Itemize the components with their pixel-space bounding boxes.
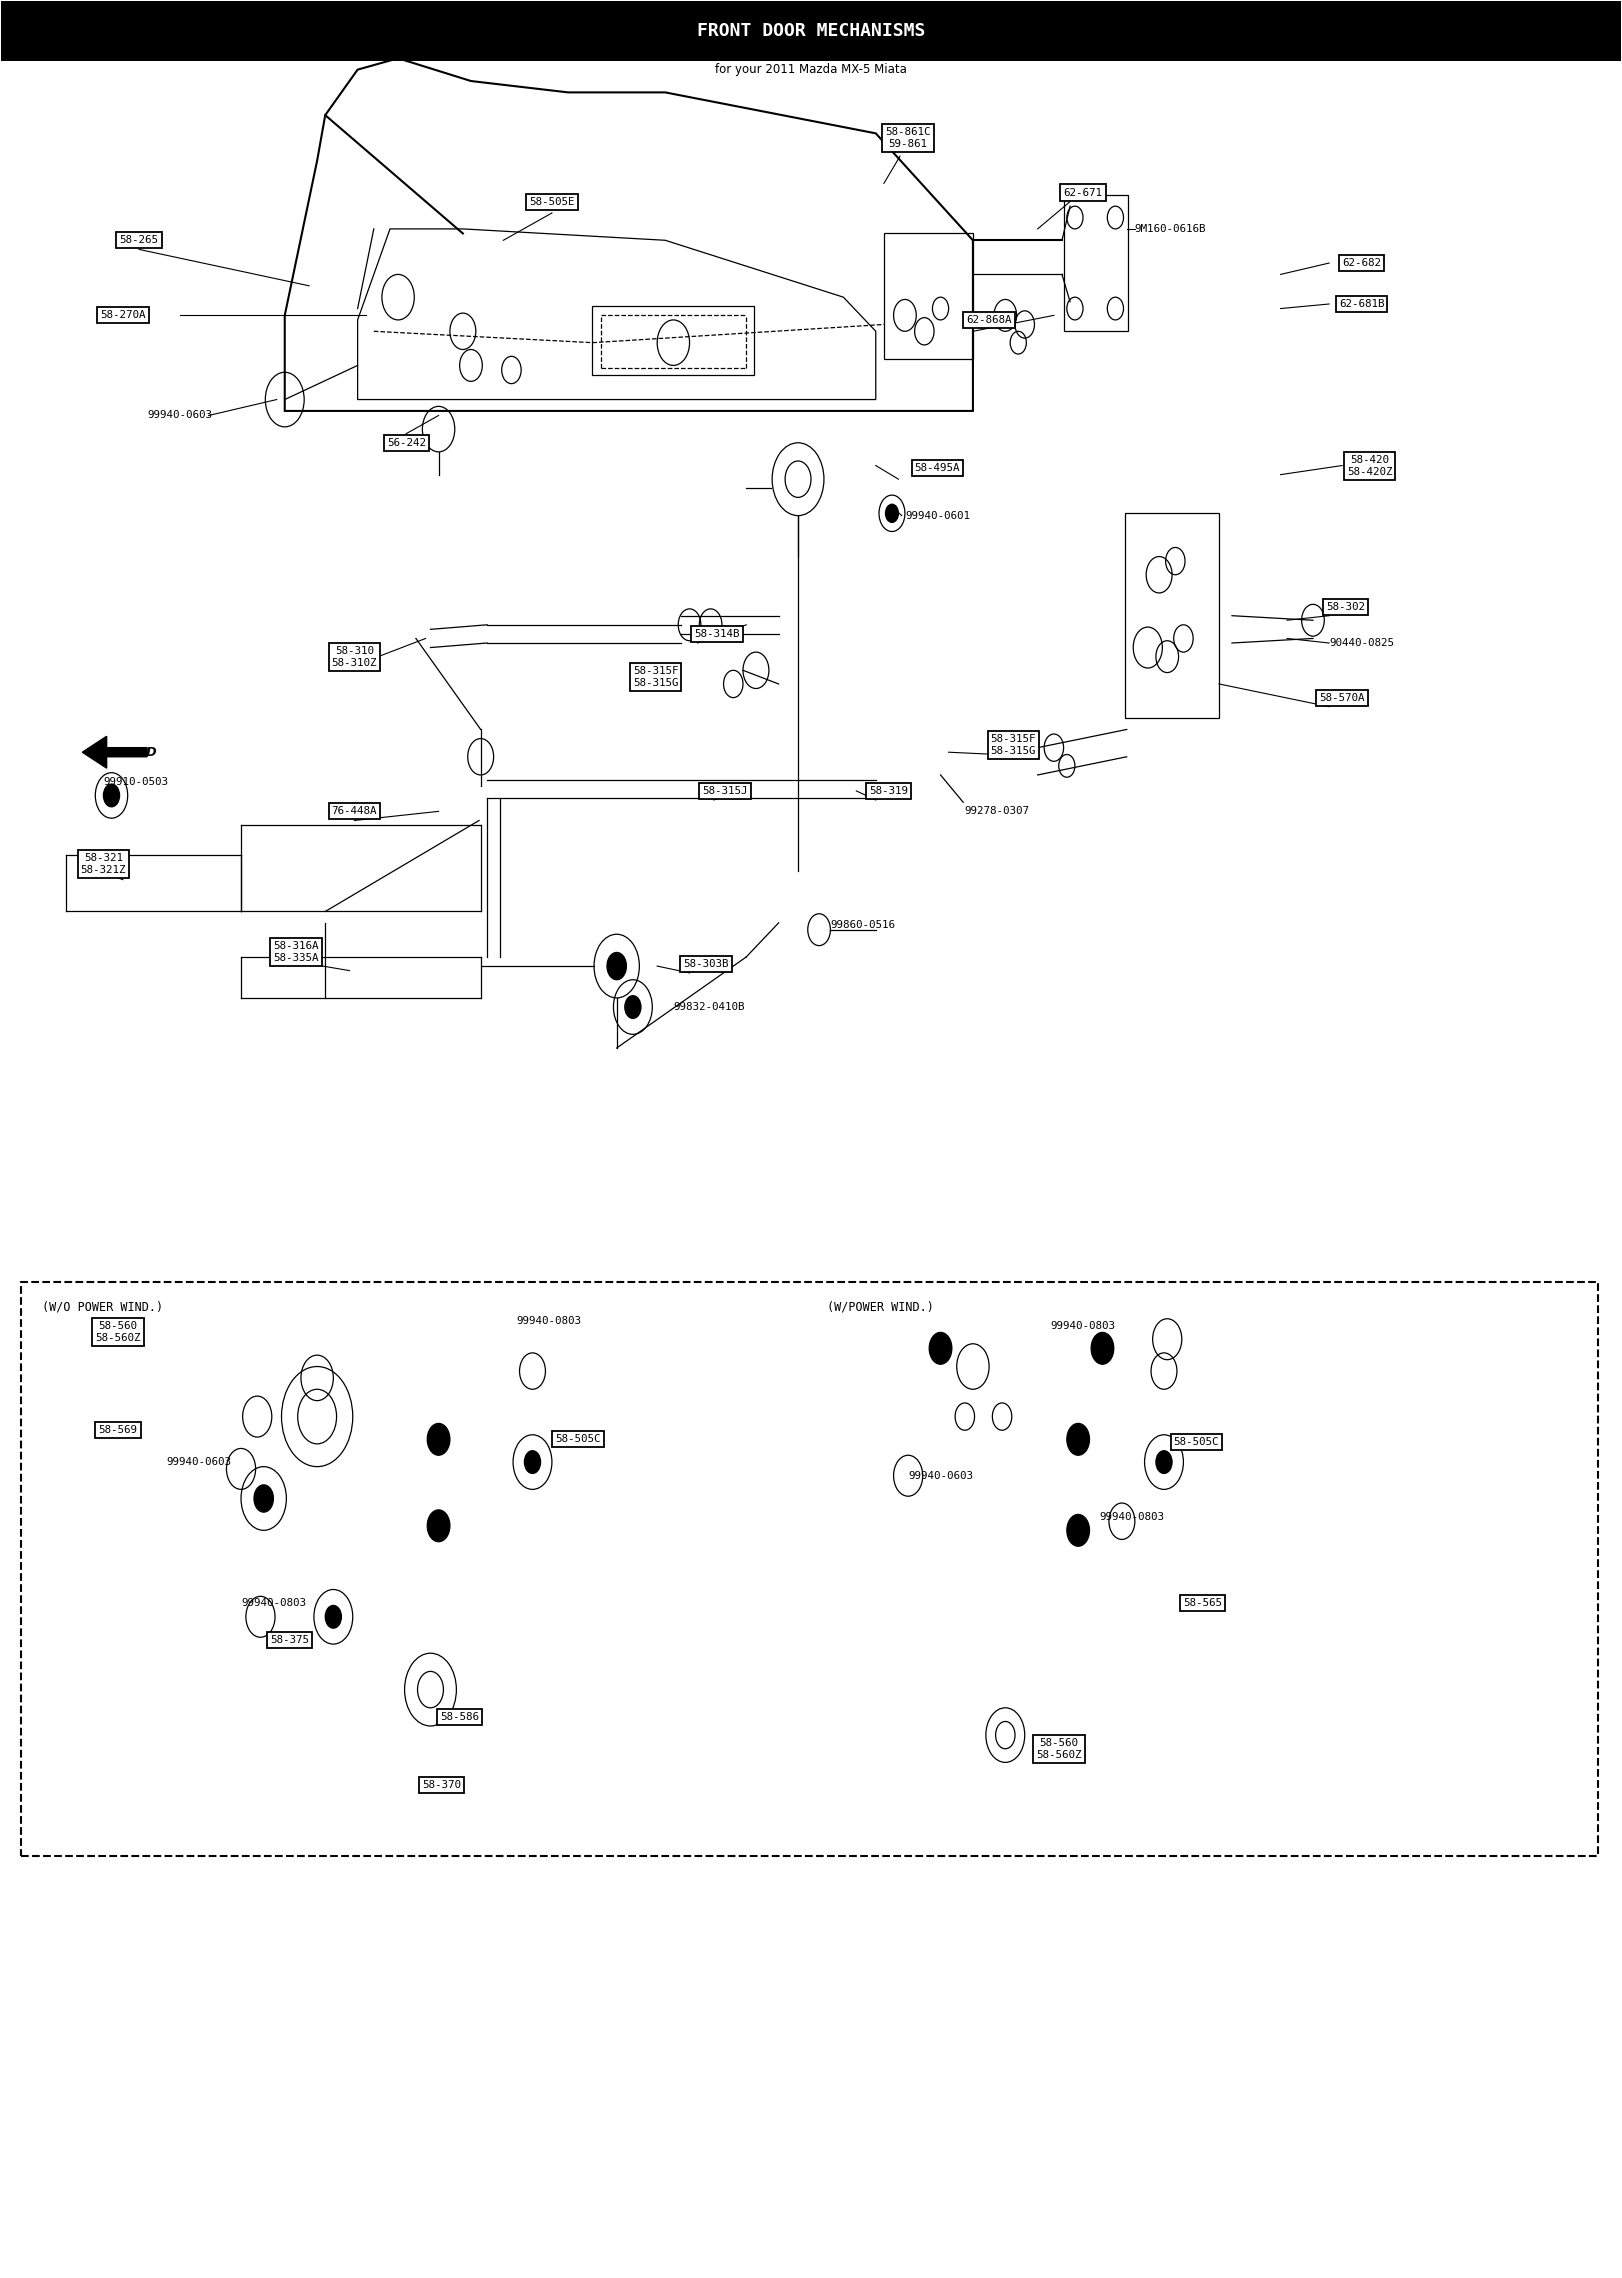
Text: FWD: FWD [125, 745, 157, 759]
Circle shape [1067, 1515, 1090, 1547]
Text: 58-314B: 58-314B [694, 629, 740, 638]
Text: 99940-0803: 99940-0803 [1100, 1513, 1165, 1522]
Text: 58-302: 58-302 [1325, 601, 1364, 611]
Text: (W/O POWER WIND.): (W/O POWER WIND.) [42, 1301, 162, 1314]
Text: 62-682: 62-682 [1341, 257, 1380, 269]
Text: 58-569: 58-569 [99, 1426, 138, 1435]
Text: 58-505E: 58-505E [529, 196, 574, 207]
Circle shape [607, 952, 626, 980]
Text: 56-242: 56-242 [386, 437, 425, 449]
Text: 99940-0803: 99940-0803 [1051, 1321, 1116, 1330]
Circle shape [1067, 1424, 1090, 1456]
Text: 76-448A: 76-448A [331, 806, 378, 816]
Text: 58-315F
58-315G: 58-315F 58-315G [633, 665, 678, 688]
Text: 58-310
58-310Z: 58-310 58-310Z [331, 645, 378, 667]
Text: 58-565: 58-565 [1184, 1599, 1223, 1608]
Text: 62-671: 62-671 [1064, 187, 1103, 198]
Bar [1126, 513, 1220, 718]
Text: 58-315J: 58-315J [702, 786, 748, 795]
Circle shape [886, 503, 899, 522]
Text: 58-560
58-560Z: 58-560 58-560Z [1036, 1738, 1082, 1761]
Text: 58-375: 58-375 [271, 1636, 310, 1645]
Text: 99940-0601: 99940-0601 [905, 510, 970, 522]
Text: 90440-0825: 90440-0825 [1328, 638, 1395, 647]
Text: 58-370: 58-370 [422, 1779, 461, 1791]
Bar [21, 1283, 1598, 1857]
Circle shape [326, 1606, 341, 1629]
Text: 58-265: 58-265 [120, 235, 159, 246]
Text: 99860-0516: 99860-0516 [830, 920, 895, 929]
Text: 58-270A: 58-270A [101, 310, 146, 321]
Bar [1064, 196, 1129, 330]
Text: 58-861C
59-861: 58-861C 59-861 [886, 128, 931, 148]
Text: FRONT DOOR MECHANISMS: FRONT DOOR MECHANISMS [697, 23, 925, 41]
Text: 99940-0803: 99940-0803 [516, 1317, 581, 1326]
Text: 58-586: 58-586 [440, 1711, 478, 1722]
Text: 62-868A: 62-868A [967, 314, 1012, 326]
Text: for your 2011 Mazda MX-5 Miata: for your 2011 Mazda MX-5 Miata [715, 64, 907, 75]
Text: 58-570A: 58-570A [1319, 693, 1364, 702]
Circle shape [524, 1451, 540, 1474]
Text: 62-681B: 62-681B [1338, 298, 1384, 310]
Text: 99940-0603: 99940-0603 [908, 1472, 973, 1481]
Text: 58-316A
58-335A: 58-316A 58-335A [274, 941, 320, 964]
Circle shape [427, 1510, 449, 1542]
Bar [884, 232, 973, 358]
Circle shape [1092, 1333, 1114, 1365]
Circle shape [624, 995, 641, 1018]
Text: (W/POWER WIND.): (W/POWER WIND.) [827, 1301, 934, 1314]
Text: 99940-0603: 99940-0603 [148, 410, 212, 421]
Circle shape [1156, 1451, 1173, 1474]
Bar [949, 1353, 1022, 1440]
Text: 99910-0503: 99910-0503 [104, 777, 169, 786]
Text: 9M160-0616B: 9M160-0616B [1135, 223, 1207, 235]
Circle shape [929, 1333, 952, 1365]
Text: 58-321
58-321Z: 58-321 58-321Z [81, 852, 127, 875]
Bar [592, 305, 754, 374]
Text: 58-495A: 58-495A [915, 462, 960, 474]
FancyBboxPatch shape [2, 2, 1620, 62]
Text: 58-303B: 58-303B [683, 959, 728, 968]
Text: 58-315F
58-315G: 58-315F 58-315G [991, 734, 1036, 756]
Text: 99832-0410B: 99832-0410B [673, 1002, 744, 1011]
Polygon shape [83, 736, 148, 768]
Text: 99940-0803: 99940-0803 [242, 1599, 307, 1608]
Text: 99278-0307: 99278-0307 [965, 806, 1030, 816]
Circle shape [427, 1424, 449, 1456]
Circle shape [255, 1485, 274, 1513]
Circle shape [104, 784, 120, 806]
Text: 58-560
58-560Z: 58-560 58-560Z [96, 1321, 141, 1344]
Text: 58-319: 58-319 [869, 786, 908, 795]
Text: 58-505C: 58-505C [1174, 1437, 1220, 1447]
Text: 58-505C: 58-505C [555, 1435, 600, 1444]
Text: 58-420
58-420Z: 58-420 58-420Z [1346, 456, 1392, 476]
Text: 99940-0603: 99940-0603 [167, 1458, 232, 1467]
